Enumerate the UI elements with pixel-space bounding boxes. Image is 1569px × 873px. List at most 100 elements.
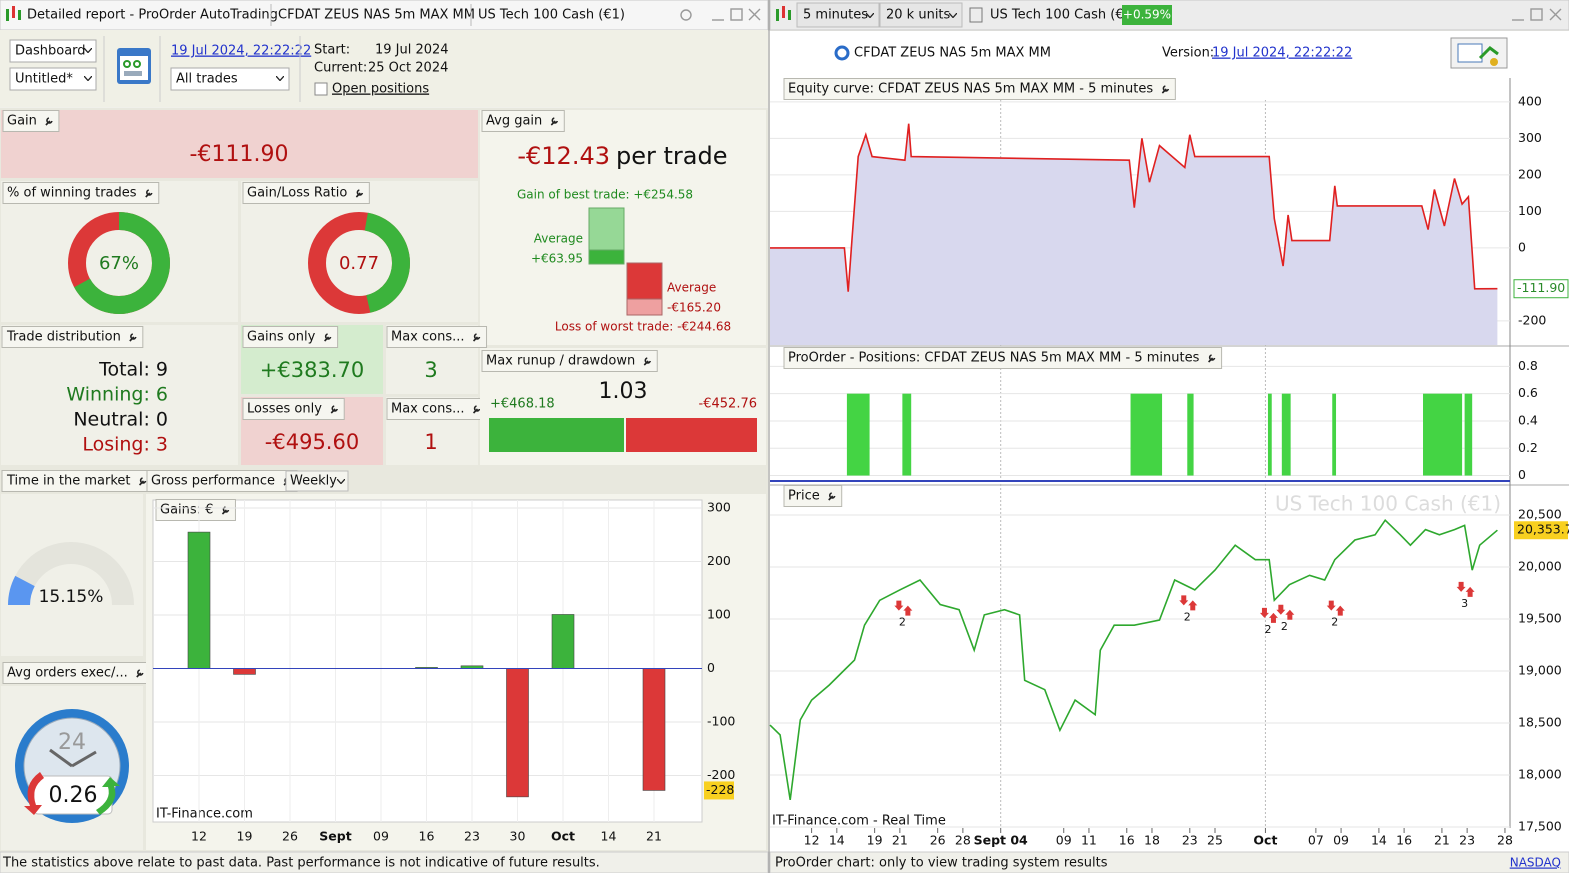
trade-count: 3 bbox=[1461, 597, 1468, 610]
right-footer: ProOrder chart: only to view trading sys… bbox=[775, 856, 1108, 871]
right-header bbox=[770, 31, 1569, 78]
left-status-bar bbox=[0, 851, 769, 873]
current-label: Current: bbox=[314, 61, 367, 76]
losing: Losing: 3 bbox=[82, 434, 168, 456]
price-credit: IT-Finance.com - Real Time bbox=[772, 814, 946, 829]
filter-select-text: All trades bbox=[176, 72, 238, 87]
avg-gain-label: Avg gain bbox=[486, 114, 542, 129]
close-button[interactable] bbox=[748, 8, 761, 21]
x-tick-label: Sept 04 bbox=[974, 833, 1028, 848]
preset-select[interactable] bbox=[9, 67, 97, 91]
start-label: Start: bbox=[314, 43, 350, 58]
label-box bbox=[386, 326, 488, 348]
gauge-fill bbox=[8, 575, 35, 606]
y-tick-label: 19,000 bbox=[1518, 662, 1562, 677]
label-box bbox=[481, 110, 565, 132]
distribution-label: Trade distribution bbox=[6, 330, 121, 345]
y-tick-label: 100 bbox=[707, 607, 731, 622]
open-positions-checkbox[interactable] bbox=[314, 82, 328, 96]
y-tick-label: -100 bbox=[707, 713, 735, 728]
x-tick-label: 09 bbox=[373, 829, 389, 844]
x-tick-label: 23 bbox=[464, 829, 480, 844]
x-tick-label: 12 bbox=[191, 829, 207, 844]
y-tick-label: 400 bbox=[1518, 93, 1542, 108]
gross-label: Gross performance bbox=[151, 474, 275, 489]
timeframe-select[interactable] bbox=[796, 2, 880, 28]
position-bar bbox=[1464, 393, 1473, 476]
trade-marker bbox=[1326, 600, 1345, 616]
gains-only-label: Gains only bbox=[247, 330, 316, 345]
x-tick-label: Oct bbox=[1253, 833, 1277, 848]
preset-select-text: Untitled* bbox=[15, 72, 73, 87]
filter-select[interactable] bbox=[170, 67, 290, 91]
x-tick-label: 19 bbox=[867, 833, 883, 848]
label-box bbox=[1, 326, 144, 348]
last-value-box bbox=[704, 781, 734, 800]
label-box bbox=[242, 326, 339, 348]
trade-marker bbox=[894, 600, 913, 616]
equity-area bbox=[770, 123, 1498, 345]
avg-loss-value: -€165.20 bbox=[667, 301, 721, 315]
trade-count: 2 bbox=[1264, 623, 1271, 636]
up-arrow-icon bbox=[96, 777, 120, 815]
avg-win-value: +€63.95 bbox=[531, 252, 583, 266]
current-date: 25 Oct 2024 bbox=[368, 61, 448, 76]
position-bar bbox=[1187, 393, 1194, 476]
maximize-button[interactable] bbox=[730, 8, 743, 21]
gain-value: -€111.90 bbox=[190, 142, 289, 167]
position-bar bbox=[1267, 393, 1272, 476]
x-tick-label: 28 bbox=[1497, 833, 1513, 848]
right-version-link[interactable]: 19 Jul 2024, 22:22:22 bbox=[1212, 46, 1352, 61]
x-tick-label: Sept bbox=[319, 829, 351, 844]
gross-chart: 300 200 100 0 -100 -200 12 19 26 Sept 09 16 23 30 Oct 1… bbox=[153, 500, 735, 844]
nasdaq-link[interactable]: NASDAQ bbox=[1510, 856, 1561, 870]
report-icon[interactable] bbox=[117, 48, 151, 84]
x-tick-label: 14 bbox=[829, 833, 845, 848]
x-tick-label: 12 bbox=[804, 833, 820, 848]
equity-title: Equity curve: CFDAT ZEUS NAS 5m MAX MM -… bbox=[788, 82, 1153, 97]
version-link[interactable]: 19 Jul 2024, 22:22:22 bbox=[171, 44, 311, 59]
report-button[interactable] bbox=[1450, 37, 1508, 69]
y-tick-label: 20,500 bbox=[1518, 507, 1562, 522]
y-tick-label: -200 bbox=[707, 767, 735, 782]
y-tick-label: 200 bbox=[1518, 166, 1542, 181]
x-tick-label: 18 bbox=[1144, 833, 1160, 848]
x-tick-label: 19 bbox=[237, 829, 253, 844]
drawdown-bar bbox=[626, 418, 757, 452]
info-icon[interactable] bbox=[969, 7, 983, 23]
position-bar bbox=[902, 393, 912, 476]
down-arrow-icon bbox=[24, 772, 44, 815]
gain-panel bbox=[1, 110, 478, 178]
y-tick-label: 18,000 bbox=[1518, 766, 1562, 781]
position-bar bbox=[846, 393, 870, 476]
clock-hours: 24 bbox=[58, 730, 86, 755]
x-tick-label: 11 bbox=[1081, 833, 1097, 848]
x-tick-label: 16 bbox=[419, 829, 435, 844]
maximize-button[interactable] bbox=[1530, 8, 1543, 21]
open-positions-label[interactable]: Open positions bbox=[332, 82, 429, 97]
units-select[interactable] bbox=[879, 2, 963, 28]
close-button[interactable] bbox=[1549, 8, 1562, 21]
label-box bbox=[481, 350, 658, 372]
best-trade: Gain of best trade: +€254.58 bbox=[517, 188, 693, 202]
equity-line bbox=[770, 123, 1498, 292]
price-title: Price bbox=[788, 489, 820, 504]
max-losses-label: Max cons... bbox=[391, 402, 465, 417]
y-tick-label: 0.4 bbox=[1518, 412, 1538, 427]
right-status-bar bbox=[769, 851, 1569, 873]
timeframe-text: 5 minutes bbox=[803, 8, 868, 23]
view-select[interactable] bbox=[9, 39, 97, 63]
avg-gain-value: -€12.43 bbox=[517, 142, 610, 170]
share-icon[interactable] bbox=[680, 9, 692, 21]
positions-title: ProOrder - Positions: CFDAT ZEUS NAS 5m … bbox=[788, 351, 1200, 366]
price-watermark: US Tech 100 Cash (€1) bbox=[1275, 492, 1501, 516]
x-tick-label: 07 bbox=[1308, 833, 1324, 848]
last-value-label: 20,353.7 bbox=[1517, 522, 1569, 537]
donut-win bbox=[68, 212, 170, 314]
winning-label: % of winning trades bbox=[7, 186, 137, 201]
trade-count: 2 bbox=[1184, 610, 1191, 623]
trade-count: 2 bbox=[1281, 620, 1288, 633]
period-select[interactable] bbox=[285, 470, 349, 492]
x-tick-label: 21 bbox=[1434, 833, 1450, 848]
